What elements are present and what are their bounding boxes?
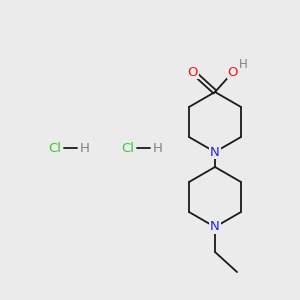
Text: O: O — [228, 65, 238, 79]
Text: H: H — [80, 142, 90, 154]
Text: N: N — [210, 220, 220, 233]
Text: H: H — [153, 142, 163, 154]
Text: H: H — [238, 58, 247, 71]
Text: Cl: Cl — [122, 142, 134, 154]
Text: O: O — [188, 65, 198, 79]
Text: Cl: Cl — [49, 142, 62, 154]
Text: N: N — [210, 146, 220, 158]
